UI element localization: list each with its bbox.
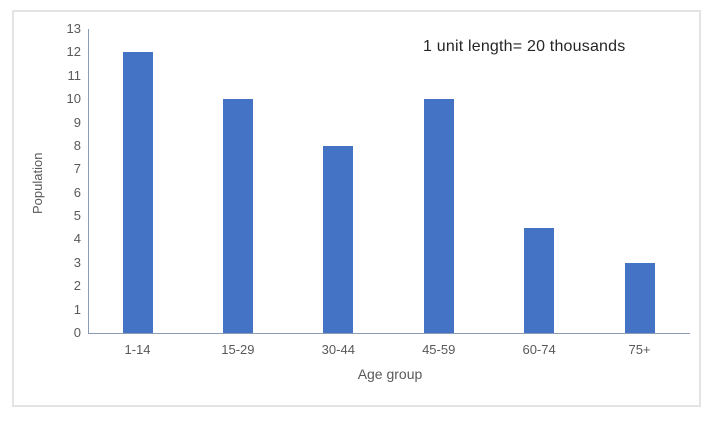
y-tick-label: 5: [73, 208, 81, 224]
chart-annotation: 1 unit length= 20 thousands: [423, 38, 626, 55]
x-category-label: 45-59: [422, 342, 456, 357]
x-category-label: 75+: [628, 342, 651, 357]
y-tick-label: 0: [73, 325, 81, 340]
bar: [222, 99, 253, 333]
y-tick-label: 8: [73, 137, 81, 153]
x-category-label: 30-44: [321, 342, 355, 357]
y-tick-label: 4: [73, 231, 81, 247]
y-tick-label: 2: [73, 278, 81, 294]
y-tick-label: 9: [73, 114, 81, 130]
x-category-label: 1-14: [124, 342, 151, 357]
y-tick-label: 10: [66, 91, 81, 107]
y-tick-label: 7: [73, 161, 81, 177]
bar: [624, 262, 655, 333]
y-axis-line: [88, 29, 89, 333]
bar: [524, 227, 555, 333]
x-category-label: 15-29: [221, 342, 255, 357]
y-tick-label: 6: [73, 184, 81, 200]
bar: [122, 52, 153, 333]
bar: [323, 145, 354, 333]
y-tick-label: 3: [73, 254, 81, 270]
y-tick-label: 12: [66, 44, 81, 60]
y-tick-label: 13: [66, 21, 81, 36]
x-category-label: 60-74: [522, 342, 556, 357]
y-tick-label: 1: [73, 301, 81, 317]
bar: [423, 99, 454, 333]
x-axis-title: Age group: [357, 366, 423, 382]
y-tick-label: 11: [67, 67, 82, 83]
x-axis-line: [88, 333, 690, 334]
